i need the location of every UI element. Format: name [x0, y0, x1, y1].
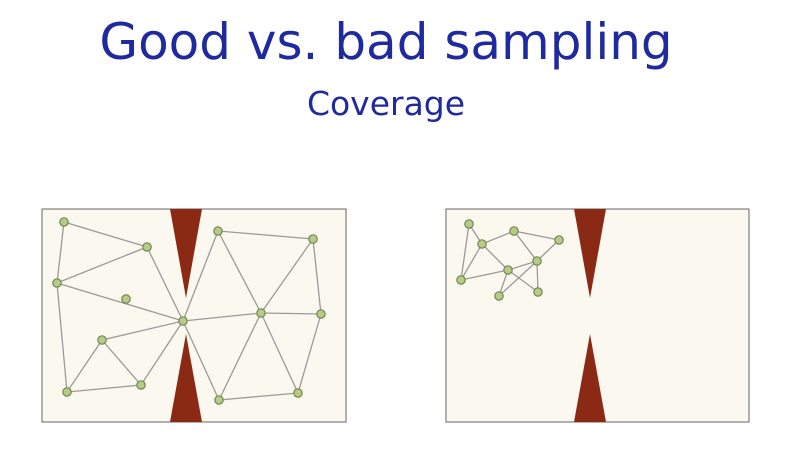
roadmap-edges	[460, 223, 560, 297]
roadmap-edge	[56, 282, 184, 322]
roadmap-node	[214, 395, 224, 405]
roadmap-edge	[536, 260, 539, 293]
roadmap-node	[554, 235, 564, 245]
roadmap-edge	[56, 221, 65, 284]
roadmap-edge	[297, 313, 322, 394]
roadmap-edge	[182, 230, 219, 322]
roadmap-edge	[260, 238, 314, 314]
roadmap-edge	[460, 269, 509, 281]
roadmap-edge	[460, 223, 470, 281]
roadmap-edge	[63, 221, 148, 248]
obstacle-top	[574, 209, 606, 298]
roadmap-node	[509, 226, 519, 236]
roadmap-node	[494, 291, 504, 301]
roadmap-node	[293, 388, 303, 398]
bad-sampling-panel	[445, 208, 750, 423]
roadmap-node	[121, 294, 131, 304]
good-sampling-panel	[41, 208, 347, 423]
obstacle-bottom	[574, 334, 606, 422]
roadmap-node	[97, 335, 107, 345]
roadmap-edges	[56, 221, 322, 401]
roadmap-edge	[507, 269, 539, 293]
roadmap-edge	[182, 312, 262, 322]
roadmap-edge	[146, 246, 184, 322]
roadmap-node	[142, 242, 152, 252]
roadmap-node	[136, 380, 146, 390]
roadmap-edge	[498, 260, 538, 297]
roadmap-nodes	[456, 219, 564, 301]
roadmap-edge	[182, 320, 220, 401]
roadmap-edge	[218, 312, 262, 401]
roadmap-edge	[66, 384, 142, 393]
roadmap-nodes	[52, 217, 326, 405]
obstacle-top	[170, 209, 202, 298]
roadmap-edge	[66, 339, 103, 393]
roadmap-node	[316, 309, 326, 319]
roadmap-edge	[218, 392, 299, 401]
roadmap-edge	[460, 243, 483, 281]
roadmap-edge	[507, 260, 538, 271]
roadmap-node	[52, 278, 62, 288]
roadmap-edge	[513, 230, 560, 241]
roadmap-edge	[260, 312, 299, 394]
obstacle-bottom	[170, 334, 202, 422]
roadmap-edge	[56, 246, 148, 284]
roadmap-edge	[481, 230, 515, 245]
roadmap-edge	[260, 312, 322, 315]
roadmap-edge	[56, 282, 68, 393]
roadmap-node	[178, 316, 188, 326]
roadmap-node	[59, 217, 69, 227]
roadmap-node	[533, 287, 543, 297]
roadmap-node	[532, 256, 542, 266]
roadmap-node	[62, 387, 72, 397]
roadmap-edge	[481, 243, 509, 271]
roadmap-edge	[101, 339, 142, 386]
slide-title: Good vs. bad sampling	[99, 13, 673, 71]
roadmap-edge	[101, 320, 184, 341]
roadmap-edge	[140, 320, 184, 386]
roadmap-edge	[217, 230, 262, 314]
roadmap-node	[308, 234, 318, 244]
roadmap-edge	[536, 239, 560, 262]
roadmap-node	[477, 239, 487, 249]
roadmap-node	[503, 265, 513, 275]
roadmap-node	[456, 275, 466, 285]
slide-subtitle: Coverage	[306, 84, 466, 123]
roadmap-node	[256, 308, 266, 318]
roadmap-edge	[312, 238, 322, 315]
roadmap-edge	[513, 230, 538, 262]
roadmap-node	[464, 219, 474, 229]
roadmap-node	[213, 226, 223, 236]
roadmap-edge	[217, 230, 314, 240]
